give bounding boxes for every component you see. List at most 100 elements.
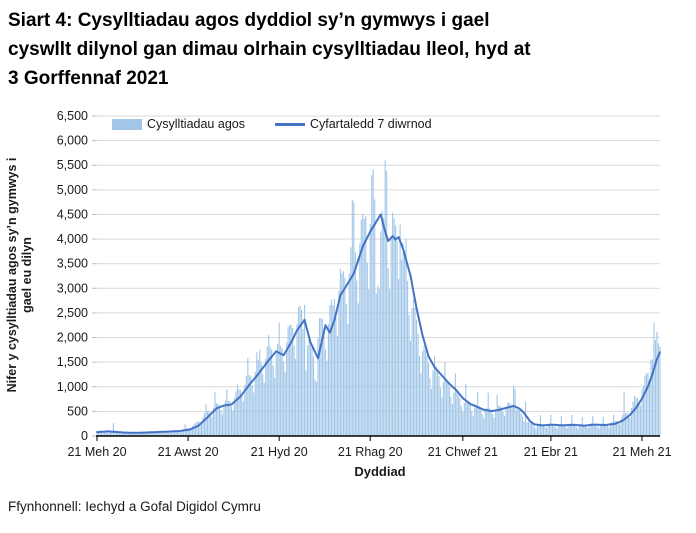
daily-bar [466,400,468,436]
daily-bar [350,247,352,436]
daily-bar [544,426,546,436]
daily-bar [227,400,229,436]
daily-bar [374,199,376,436]
daily-bar [268,335,270,436]
daily-bar [628,415,630,436]
daily-bar [495,409,497,436]
daily-bar [463,402,465,436]
daily-bar [172,430,174,436]
daily-bar [150,432,152,436]
y-tick-label: 5,500 [57,158,88,172]
x-tick-label: 21 Ebr 21 [524,445,578,459]
daily-bar [413,299,415,436]
daily-bar [517,408,519,436]
daily-bar [160,431,162,436]
daily-bar [266,346,268,436]
daily-bar [296,324,298,436]
daily-bar [493,417,495,436]
daily-bar [575,427,577,436]
daily-bar [651,359,653,436]
daily-bar [248,374,250,436]
daily-bar [187,428,189,436]
daily-bar [657,343,659,436]
daily-bar [145,432,147,436]
daily-bar [650,360,652,436]
daily-bar [569,423,571,436]
daily-bar [445,379,447,436]
daily-bar [236,384,238,436]
daily-bar [205,404,207,436]
daily-bar [318,318,321,436]
daily-bar [447,382,449,436]
daily-bar [181,430,183,436]
daily-bar [378,289,380,436]
daily-bar [195,422,197,436]
daily-bar [429,378,431,436]
daily-bar [305,370,307,436]
daily-bar [636,397,639,436]
y-tick-label: 1,000 [57,380,88,394]
daily-bar [414,307,416,436]
daily-bar [362,213,364,436]
daily-bar [256,352,258,436]
daily-bar [263,383,265,436]
daily-bar [438,375,440,436]
y-tick-label: 2,500 [57,306,88,320]
y-tick-label: 0 [81,429,88,443]
daily-bar [504,415,506,436]
legend-label-daily: Cysylltiadau agos [147,117,245,131]
daily-bar [221,414,223,436]
daily-bar [527,421,530,436]
daily-bar [604,423,606,436]
daily-bar [601,423,603,436]
daily-bar [519,410,521,436]
daily-bar [545,428,547,436]
daily-bar [232,410,234,436]
daily-bar [499,406,501,436]
daily-bar [220,410,222,436]
chart-legend: Cysylltiadau agos Cyfartaledd 7 diwrnod [112,117,432,131]
daily-bar [157,432,159,436]
daily-bar [141,432,143,436]
daily-bar [462,411,464,436]
daily-bar [568,424,570,436]
daily-bar [377,285,379,436]
daily-bar [578,425,580,436]
daily-bar [442,382,444,436]
daily-bar [535,428,537,436]
daily-bar [133,432,135,436]
daily-bar [580,424,582,436]
daily-bar [505,406,507,436]
daily-bar [421,351,424,436]
daily-bar [202,417,204,436]
daily-bar [523,421,525,436]
daily-bar [436,370,438,436]
daily-bar [574,425,576,436]
daily-bar [336,335,338,436]
daily-bar [257,359,259,436]
daily-bar [347,324,349,436]
daily-bar [644,375,646,436]
daily-bar [115,432,117,436]
daily-bar [457,395,459,436]
daily-bar [565,426,567,436]
daily-bar [441,397,443,436]
daily-bar [553,424,555,436]
daily-bar [262,374,264,436]
daily-bar [608,427,610,436]
daily-bar [132,432,134,436]
daily-bar [190,429,192,436]
daily-bar [308,337,310,436]
daily-bar [433,356,435,436]
daily-bar [448,387,450,436]
daily-bar [402,243,404,436]
daily-bar [508,402,510,436]
daily-bar [642,385,645,436]
daily-bar [260,362,262,436]
daily-bar [286,342,288,436]
daily-bar [293,345,295,436]
daily-bar [283,361,285,436]
daily-bar [639,405,642,436]
daily-bar [501,407,503,436]
daily-bar [97,431,100,436]
